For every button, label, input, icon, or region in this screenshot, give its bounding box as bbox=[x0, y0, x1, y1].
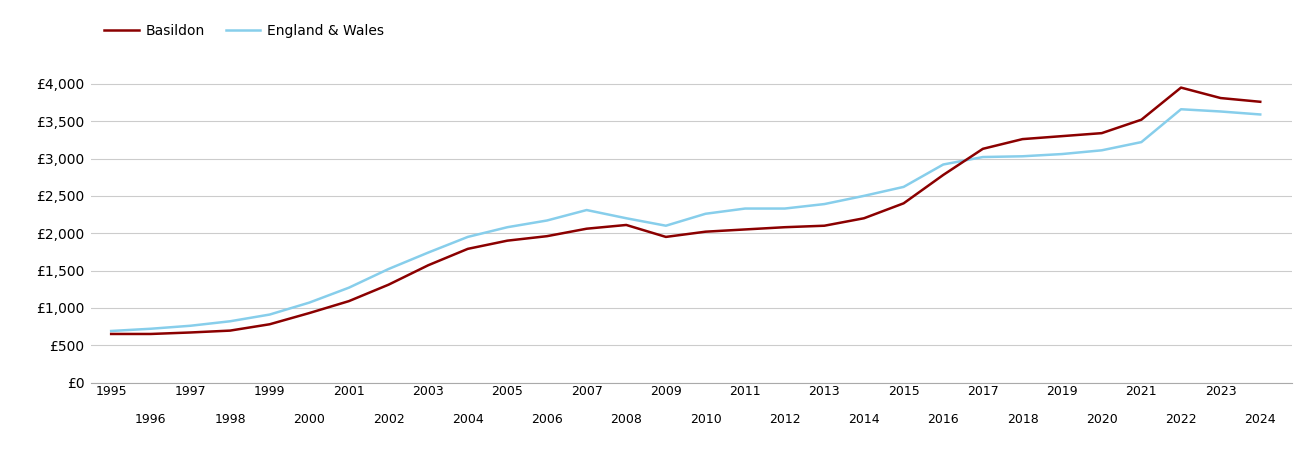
England & Wales bbox=[183, 323, 198, 328]
Basildon bbox=[856, 216, 872, 221]
Text: 2024: 2024 bbox=[1245, 413, 1276, 426]
Basildon bbox=[579, 226, 595, 231]
England & Wales bbox=[737, 206, 753, 211]
England & Wales bbox=[459, 234, 475, 239]
England & Wales bbox=[698, 211, 714, 216]
Basildon bbox=[222, 328, 238, 333]
Basildon bbox=[301, 310, 317, 316]
Legend: Basildon, England & Wales: Basildon, England & Wales bbox=[98, 18, 390, 43]
England & Wales bbox=[936, 162, 951, 167]
Basildon bbox=[420, 263, 436, 268]
England & Wales bbox=[500, 225, 515, 230]
England & Wales bbox=[579, 207, 595, 213]
England & Wales bbox=[658, 223, 673, 229]
England & Wales bbox=[144, 326, 159, 332]
England & Wales bbox=[539, 218, 555, 223]
England & Wales bbox=[975, 154, 990, 160]
England & Wales bbox=[341, 285, 356, 290]
Basildon bbox=[144, 331, 159, 337]
England & Wales bbox=[619, 216, 634, 221]
Basildon bbox=[1094, 130, 1109, 136]
Basildon bbox=[936, 172, 951, 178]
Basildon bbox=[1054, 133, 1070, 139]
Basildon bbox=[975, 146, 990, 152]
Text: 2022: 2022 bbox=[1165, 413, 1197, 426]
Basildon bbox=[737, 227, 753, 232]
Text: 1998: 1998 bbox=[214, 413, 245, 426]
Text: 2020: 2020 bbox=[1086, 413, 1117, 426]
Basildon bbox=[658, 234, 673, 239]
Basildon bbox=[103, 331, 119, 337]
Basildon bbox=[1134, 117, 1150, 122]
Basildon bbox=[1212, 95, 1228, 101]
Basildon bbox=[698, 229, 714, 234]
England & Wales bbox=[1054, 151, 1070, 157]
England & Wales bbox=[381, 266, 397, 272]
Basildon bbox=[895, 201, 911, 206]
Basildon bbox=[776, 225, 792, 230]
England & Wales bbox=[1134, 140, 1150, 145]
Line: Basildon: Basildon bbox=[111, 88, 1261, 334]
Basildon bbox=[817, 223, 833, 229]
Basildon bbox=[183, 330, 198, 335]
England & Wales bbox=[776, 206, 792, 211]
Text: 2000: 2000 bbox=[294, 413, 325, 426]
Basildon bbox=[262, 322, 278, 327]
Basildon bbox=[539, 234, 555, 239]
Basildon bbox=[459, 246, 475, 252]
Basildon bbox=[1173, 85, 1189, 90]
England & Wales bbox=[895, 184, 911, 189]
England & Wales bbox=[301, 300, 317, 305]
Text: 2004: 2004 bbox=[452, 413, 484, 426]
Text: 2016: 2016 bbox=[928, 413, 959, 426]
England & Wales bbox=[262, 312, 278, 317]
England & Wales bbox=[817, 201, 833, 207]
Text: 2006: 2006 bbox=[531, 413, 562, 426]
England & Wales bbox=[1253, 112, 1268, 117]
Basildon bbox=[341, 298, 356, 304]
Text: 2014: 2014 bbox=[848, 413, 880, 426]
England & Wales bbox=[1094, 148, 1109, 153]
Basildon bbox=[381, 282, 397, 288]
Line: England & Wales: England & Wales bbox=[111, 109, 1261, 331]
England & Wales bbox=[103, 328, 119, 334]
Text: 2012: 2012 bbox=[769, 413, 800, 426]
Basildon bbox=[1015, 136, 1031, 142]
England & Wales bbox=[1015, 153, 1031, 159]
Text: 2002: 2002 bbox=[373, 413, 405, 426]
Basildon bbox=[500, 238, 515, 243]
England & Wales bbox=[856, 193, 872, 198]
Text: 1996: 1996 bbox=[134, 413, 167, 426]
England & Wales bbox=[1212, 109, 1228, 114]
Basildon bbox=[619, 222, 634, 228]
Basildon bbox=[1253, 99, 1268, 104]
England & Wales bbox=[1173, 107, 1189, 112]
Text: 2010: 2010 bbox=[689, 413, 722, 426]
Text: 2008: 2008 bbox=[611, 413, 642, 426]
Text: 2018: 2018 bbox=[1006, 413, 1039, 426]
England & Wales bbox=[420, 250, 436, 255]
England & Wales bbox=[222, 319, 238, 324]
